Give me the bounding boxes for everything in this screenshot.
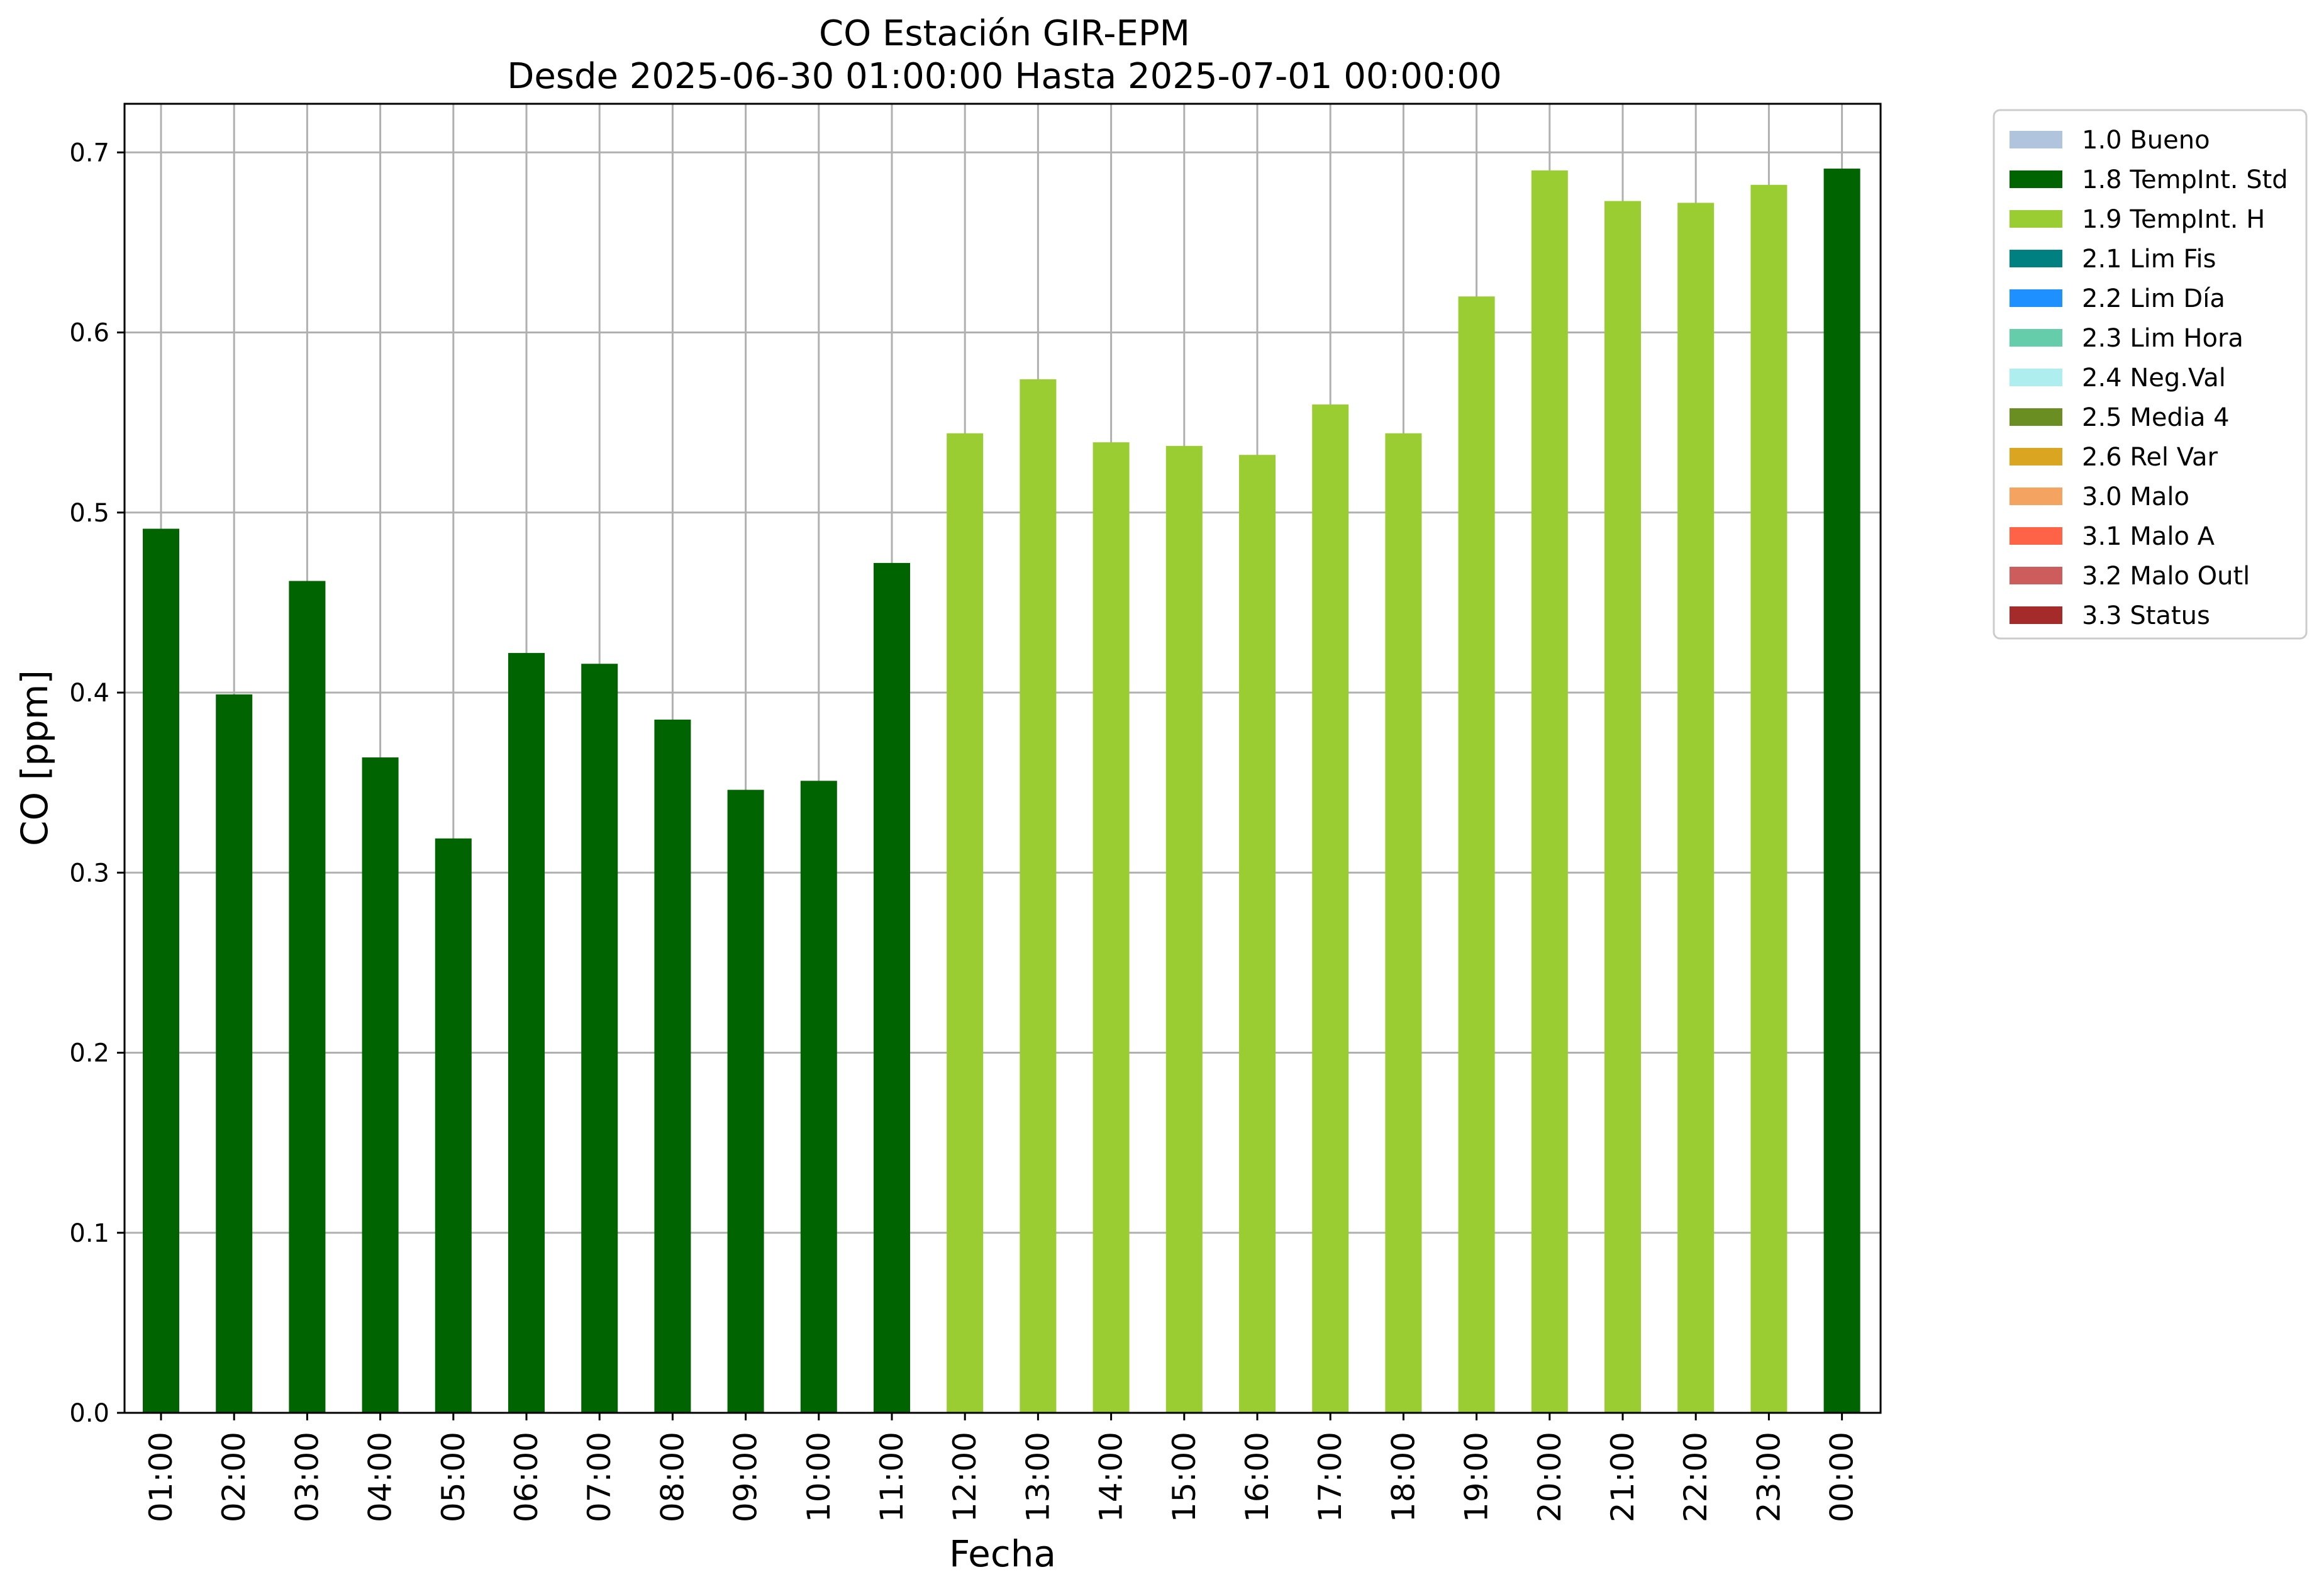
y-tick-label: 0.2 <box>69 1039 109 1068</box>
x-tick-label: 07:00 <box>581 1432 618 1522</box>
bar-2300 <box>1750 184 1787 1413</box>
legend-swatch <box>2010 408 2062 426</box>
legend-label: 2.1 Lim Fis <box>2082 245 2216 274</box>
legend-swatch <box>2010 369 2062 386</box>
bar-1900 <box>1458 296 1495 1413</box>
x-tick-label: 13:00 <box>1020 1432 1056 1522</box>
bar-1000 <box>800 781 837 1413</box>
legend-label: 3.0 Malo <box>2082 482 2189 511</box>
bar-0400 <box>362 757 399 1413</box>
bar-0000 <box>1823 169 1860 1413</box>
x-tick-label: 18:00 <box>1385 1432 1421 1522</box>
x-tick-label: 16:00 <box>1239 1432 1276 1522</box>
x-tick-label: 23:00 <box>1750 1432 1787 1522</box>
y-tick-label: 0.6 <box>69 319 109 348</box>
legend-box <box>1993 109 2308 640</box>
y-tick-label: 0.1 <box>69 1219 109 1248</box>
legend-swatch <box>2010 210 2062 228</box>
y-axis-ticks: 0.0 0.1 0.2 0.3 0.4 0.5 0.6 0.7 <box>69 138 125 1428</box>
legend-label: 3.2 Malo Outl <box>2082 562 2250 591</box>
bar-0900 <box>727 789 764 1413</box>
legend-swatch <box>2010 606 2062 624</box>
bar-1700 <box>1312 404 1349 1413</box>
x-tick-label: 12:00 <box>947 1432 983 1522</box>
y-tick-label: 0.5 <box>69 499 109 528</box>
chart-subtitle: Desde 2025-06-30 01:00:00 Hasta 2025-07-… <box>507 56 1502 97</box>
legend: 1.0 Bueno 1.8 TempInt. Std 1.9 TempInt. H 2… <box>1993 109 2308 640</box>
legend-label: 2.6 Rel Var <box>2082 443 2218 472</box>
y-tick-label: 0.4 <box>69 679 109 708</box>
y-tick-label: 0.0 <box>69 1399 109 1428</box>
x-tick-label: 15:00 <box>1166 1432 1203 1522</box>
x-tick-label: 10:00 <box>801 1432 837 1522</box>
bar-2100 <box>1604 201 1641 1413</box>
bars-layer <box>143 169 1860 1413</box>
x-tick-label: 19:00 <box>1459 1432 1495 1522</box>
legend-label: 3.3 Status <box>2082 601 2210 630</box>
legend-swatch <box>2010 250 2062 267</box>
bar-2000 <box>1531 170 1568 1413</box>
x-axis-label: Fecha <box>949 1532 1056 1575</box>
x-axis-ticks: 01:00 02:00 03:00 04:00 05:00 06:00 07:00 08:00… <box>143 1413 1860 1522</box>
x-tick-label: 11:00 <box>874 1432 910 1522</box>
x-tick-label: 02:00 <box>216 1432 252 1522</box>
bar-2200 <box>1677 203 1715 1413</box>
legend-label: 2.4 Neg.Val <box>2082 364 2226 393</box>
legend-swatch <box>2010 329 2062 347</box>
x-tick-label: 17:00 <box>1312 1432 1348 1522</box>
x-tick-label: 08:00 <box>654 1432 691 1522</box>
legend-swatch <box>2010 170 2062 188</box>
x-tick-label: 04:00 <box>362 1432 399 1522</box>
legend-label: 1.0 Bueno <box>2082 126 2210 155</box>
plot-frame <box>123 103 1882 1414</box>
legend-label: 3.1 Malo A <box>2082 522 2215 551</box>
bar-0100 <box>143 528 179 1413</box>
legend-label: 1.9 TempInt. H <box>2082 205 2265 234</box>
legend-label: 1.8 TempInt. Std <box>2082 165 2288 194</box>
x-tick-label: 22:00 <box>1677 1432 1714 1522</box>
x-tick-label: 06:00 <box>508 1432 545 1522</box>
x-tick-label: 05:00 <box>435 1432 472 1522</box>
y-axis-label: CO [ppm] <box>13 670 56 846</box>
chart-title: CO Estación GIR-EPM <box>819 13 1190 54</box>
bar-0700 <box>581 664 618 1413</box>
legend-swatch <box>2010 131 2062 148</box>
x-tick-label: 20:00 <box>1532 1432 1568 1522</box>
bar-1600 <box>1239 455 1276 1413</box>
bar-1200 <box>947 433 984 1413</box>
x-tick-label: 01:00 <box>143 1432 179 1522</box>
bar-0800 <box>654 719 691 1413</box>
bar-1100 <box>874 562 910 1413</box>
legend-swatch <box>2010 567 2062 584</box>
bar-1300 <box>1020 379 1057 1413</box>
legend-label: 2.5 Media 4 <box>2082 403 2230 432</box>
legend-swatch <box>2010 527 2062 545</box>
bar-1500 <box>1165 445 1203 1413</box>
x-tick-label: 00:00 <box>1824 1432 1860 1522</box>
x-tick-label: 03:00 <box>289 1432 325 1522</box>
legend-swatch <box>2010 289 2062 307</box>
bar-0200 <box>216 694 253 1413</box>
legend-swatch <box>2010 448 2062 465</box>
bar-0600 <box>508 653 545 1413</box>
bar-0300 <box>289 581 326 1413</box>
y-tick-label: 0.3 <box>69 859 109 888</box>
bar-1400 <box>1093 442 1130 1413</box>
x-tick-label: 21:00 <box>1604 1432 1641 1522</box>
x-tick-label: 09:00 <box>728 1432 764 1522</box>
x-tick-label: 14:00 <box>1093 1432 1130 1522</box>
bar-1800 <box>1385 433 1422 1413</box>
legend-label: 2.3 Lim Hora <box>2082 324 2243 353</box>
legend-swatch <box>2010 488 2062 505</box>
bar-0500 <box>435 838 472 1413</box>
y-tick-label: 0.7 <box>69 138 109 167</box>
legend-label: 2.2 Lim Día <box>2082 284 2225 313</box>
